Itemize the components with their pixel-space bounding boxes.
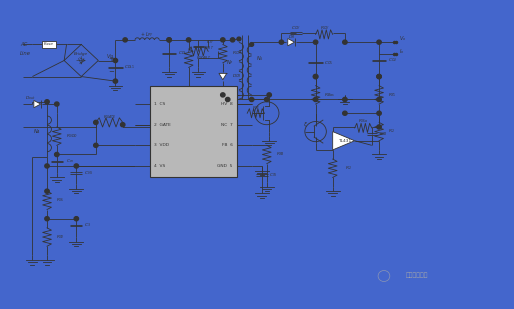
Circle shape [113,58,118,62]
Text: $R_{PF}$: $R_{PF}$ [252,104,261,112]
Circle shape [94,120,98,125]
Circle shape [279,40,284,44]
Circle shape [123,38,127,42]
Text: −: − [108,69,115,75]
Text: $R_{FB}$: $R_{FB}$ [276,151,284,158]
Text: $V_{DL}$: $V_{DL}$ [106,52,115,61]
Text: NC  7: NC 7 [221,123,232,127]
Circle shape [343,97,347,102]
Text: 3  VDD: 3 VDD [154,143,170,147]
Text: $D_R$: $D_R$ [287,33,295,41]
Circle shape [45,217,49,221]
Circle shape [249,97,254,102]
Circle shape [343,40,347,44]
Text: $C_{FB}$: $C_{FB}$ [379,130,388,138]
Text: FB  6: FB 6 [222,143,232,147]
Circle shape [377,40,381,44]
Text: $C_{DL}$: $C_{DL}$ [178,50,187,57]
Text: $R_{OV}$: $R_{OV}$ [320,25,331,32]
Text: $\xi$: $\xi$ [303,120,308,129]
Circle shape [167,38,171,42]
Circle shape [45,189,49,193]
Text: $R_{S2}$: $R_{S2}$ [56,233,64,241]
Text: $D_{OR}$: $D_{OR}$ [232,73,241,80]
Text: $R_{PRT}$: $R_{PRT}$ [203,45,214,53]
Circle shape [54,152,59,157]
Circle shape [377,125,381,129]
Text: 1  CS: 1 CS [154,102,166,106]
Text: Fuse: Fuse [44,42,54,46]
Circle shape [377,97,381,102]
Circle shape [221,38,225,42]
Circle shape [230,38,235,42]
Text: $R_{S1a}$: $R_{S1a}$ [358,118,369,125]
Text: $+\ L_{PY}$: $+\ L_{PY}$ [140,30,154,39]
Circle shape [377,74,381,78]
Circle shape [377,111,381,115]
Circle shape [74,164,79,168]
Text: $R_{S1}$: $R_{S1}$ [56,197,64,204]
Text: Bridge: Bridge [74,52,88,56]
Text: HV  8: HV 8 [221,102,232,106]
Text: $V_o$: $V_o$ [399,35,406,43]
Text: 2  GATE: 2 GATE [154,123,171,127]
Bar [42,41,56,48]
Text: $D_{out}$: $D_{out}$ [25,95,35,102]
Circle shape [314,74,318,78]
Circle shape [250,43,253,46]
Text: $R_2$: $R_2$ [345,164,352,172]
Text: $N_S$: $N_S$ [255,54,263,63]
Text: +: + [108,56,115,61]
Circle shape [120,123,125,127]
Text: 4  VS: 4 VS [154,164,166,168]
Text: $C_{on}$: $C_{on}$ [66,158,75,165]
Text: 开关电源解析: 开关电源解析 [406,273,428,278]
Text: $R_2$: $R_2$ [388,128,395,135]
Text: $C_{VS}$: $C_{VS}$ [84,169,93,177]
Circle shape [54,102,59,106]
Text: $R_{Bias}$: $R_{Bias}$ [324,91,336,99]
Text: $I_o$: $I_o$ [399,47,404,56]
Circle shape [113,79,118,83]
Text: $R_{START}$: $R_{START}$ [196,54,211,62]
Circle shape [343,111,347,115]
Text: AC: AC [20,42,27,47]
Circle shape [45,164,49,168]
Text: $R_{GATE}$: $R_{GATE}$ [103,113,116,121]
Text: TL431: TL431 [338,139,352,143]
Text: $R_{VDD}$: $R_{VDD}$ [66,132,77,140]
Text: $R_{F1}$: $R_{F1}$ [388,91,396,99]
Text: $C_{TS}$: $C_{TS}$ [269,171,278,179]
Circle shape [45,100,49,104]
Circle shape [267,93,271,97]
Text: $C_{O1}$: $C_{O1}$ [324,59,334,67]
Polygon shape [333,132,355,150]
Text: GND  5: GND 5 [217,164,232,168]
Text: $C_3$: $C_3$ [84,222,90,229]
Circle shape [167,38,171,42]
Polygon shape [288,39,295,46]
Circle shape [187,38,191,42]
Text: $N_A$: $N_A$ [33,127,41,136]
Circle shape [226,97,230,102]
Polygon shape [219,73,227,80]
Text: $C_{DL1}$: $C_{DL1}$ [124,64,135,71]
Circle shape [221,93,225,97]
Circle shape [237,37,241,41]
Circle shape [377,74,381,78]
Circle shape [314,40,318,44]
Text: $C_{OV}$: $C_{OV}$ [291,25,301,32]
Text: $C_{PY}$: $C_{PY}$ [206,38,215,46]
Circle shape [265,97,269,102]
Bar [150,86,237,177]
Text: $N_P$: $N_P$ [226,58,234,67]
Text: $C_{O2}$: $C_{O2}$ [388,57,397,64]
Circle shape [74,217,79,221]
Text: Line: Line [20,51,31,56]
Circle shape [314,74,318,78]
Text: $R_{OM}$: $R_{OM}$ [232,50,242,57]
Polygon shape [34,100,41,108]
Circle shape [314,97,318,102]
Circle shape [94,143,98,147]
